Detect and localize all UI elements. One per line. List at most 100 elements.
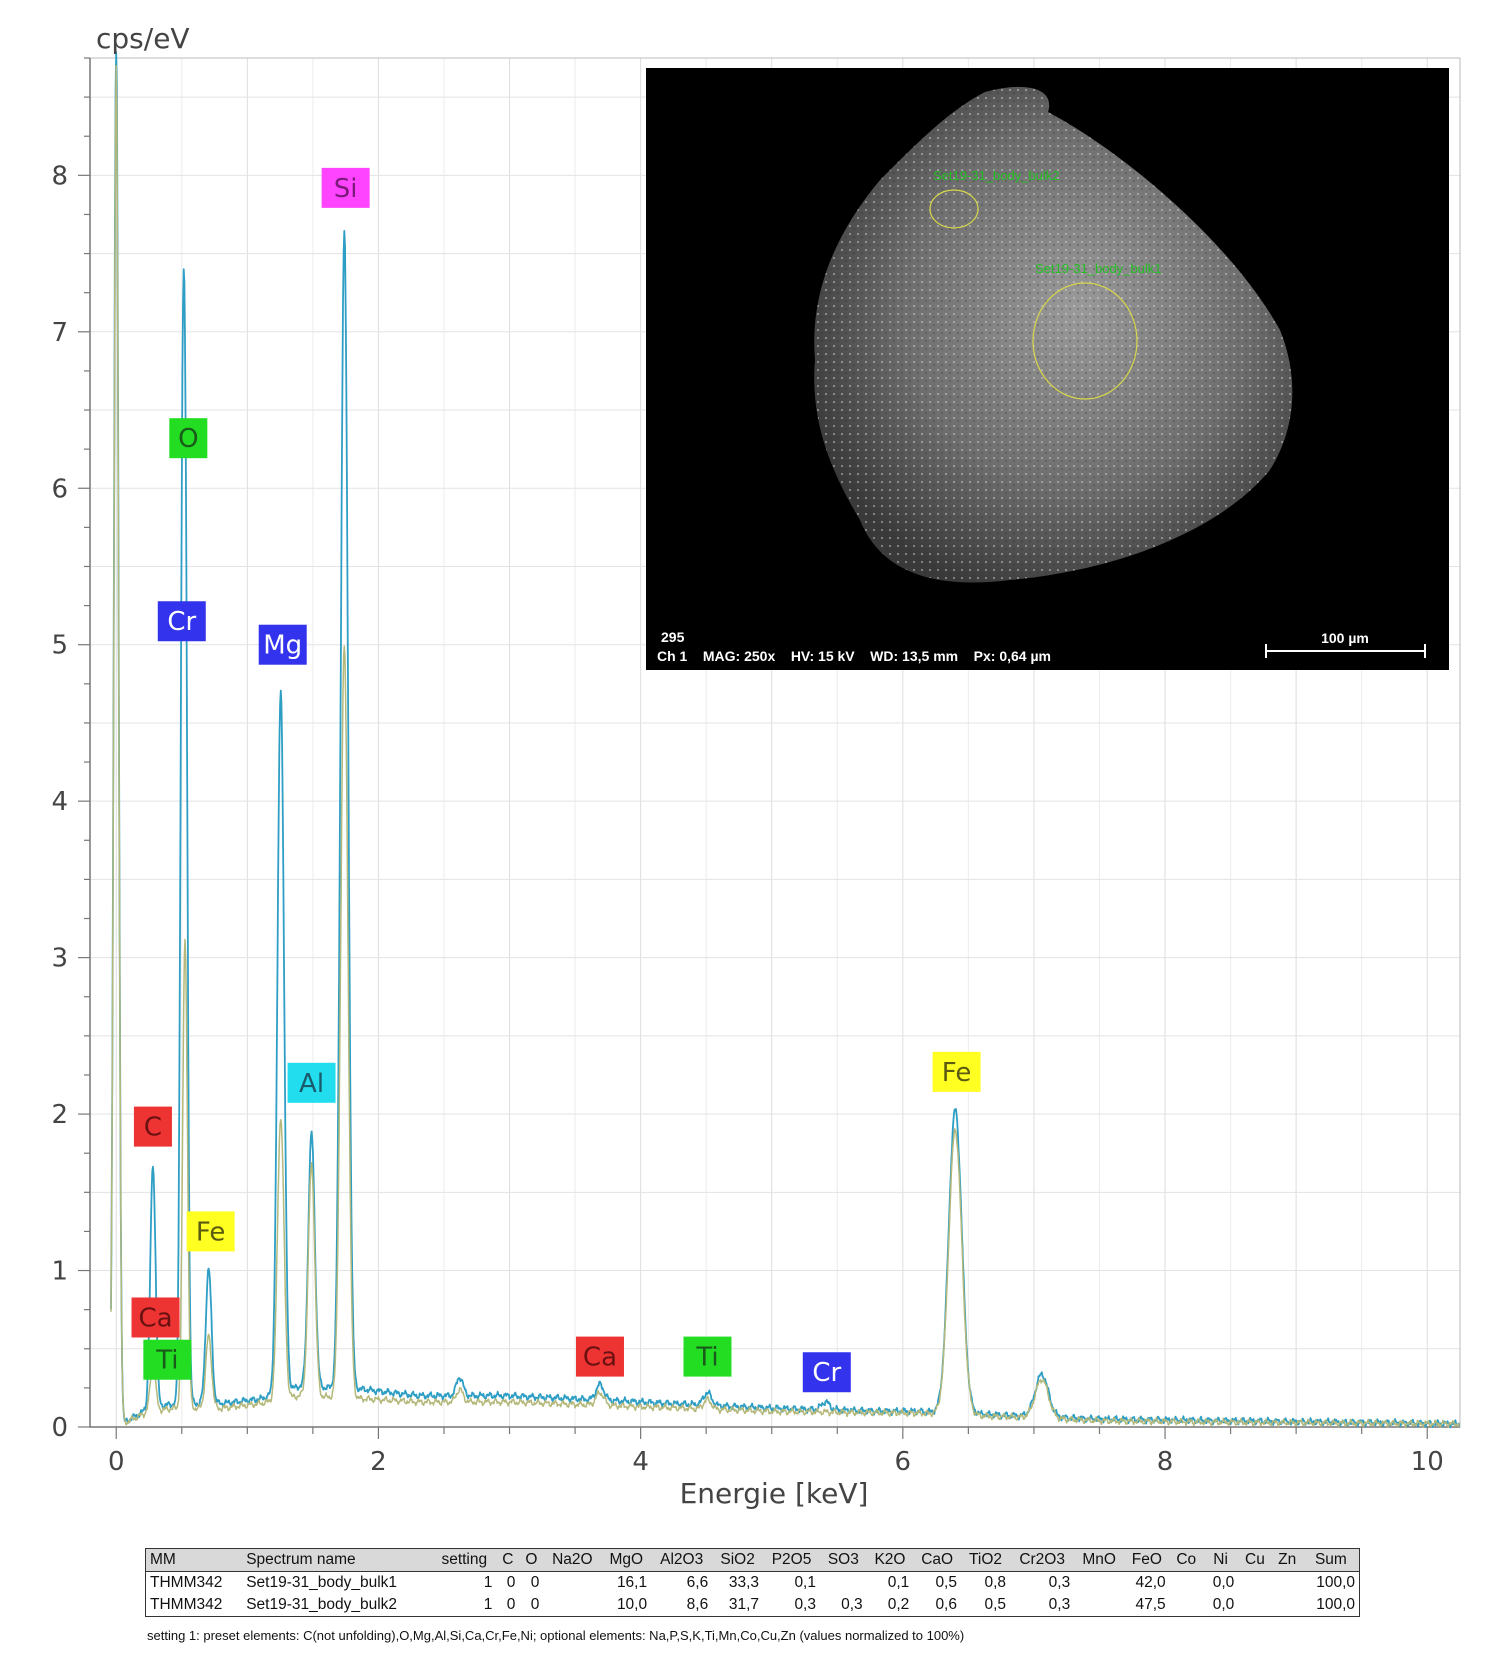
table-cell: THMM342: [150, 1596, 223, 1613]
element-label-box: [258, 624, 307, 665]
element-labels: Si O Cr Mg Al C Fe Ca Ti Ca Ti Cr Fe: [131, 167, 981, 1393]
element-label: Si: [321, 167, 370, 208]
spectrum-series-2: [110, 65, 1460, 1429]
table-cell: 0,3: [794, 1596, 816, 1613]
x-tick-label: 6: [895, 1447, 912, 1477]
table-header-cell: O: [519, 1548, 544, 1572]
table-header-cell: Cu: [1238, 1548, 1272, 1572]
table-cell: 0,3: [841, 1596, 863, 1613]
element-label-box: [683, 1336, 732, 1377]
x-tick-label: 4: [632, 1447, 649, 1477]
element-label-box: [131, 1297, 180, 1338]
table-header-cell: Ni: [1202, 1548, 1239, 1572]
table-header-row: MM Spectrum name setting C O Na2O MgO Al2O3 SiO2…: [145, 1548, 1360, 1572]
element-label-text: Ti: [155, 1346, 178, 1376]
y-tick-label: 3: [51, 944, 68, 974]
element-label-box: [575, 1336, 624, 1377]
table-cell: [820, 1572, 867, 1595]
table-cell: 33,3: [728, 1574, 760, 1591]
y-tick-label: 5: [51, 631, 68, 661]
element-label-text: Ti: [695, 1343, 718, 1373]
table-header-cell: TiO2: [961, 1548, 1011, 1572]
table-cell: 16,1: [616, 1574, 648, 1591]
table-cell: 1: [483, 1596, 493, 1613]
element-label-box: [169, 418, 208, 459]
table-header-cell: Sum: [1302, 1548, 1360, 1572]
sem-image-metadata: Ch 1 MAG: 250x HV: 15 kV WD: 13,5 mm Px:…: [657, 648, 1051, 664]
table-cell: 42,0: [1135, 1574, 1166, 1591]
element-label-box: [133, 1106, 172, 1147]
y-tick-label: 4: [51, 787, 68, 817]
element-label: Fe: [932, 1051, 981, 1092]
table-cell: 8,6: [686, 1596, 709, 1613]
table-cell: [1238, 1594, 1271, 1617]
element-label-box: [802, 1352, 851, 1393]
y-tick-label: 7: [51, 318, 68, 348]
table-cell: [1074, 1572, 1124, 1595]
table-cell: 0,8: [984, 1574, 1007, 1591]
x-tick-label: 8: [1157, 1447, 1174, 1477]
element-label-box: [157, 601, 206, 642]
table-cell: [1170, 1594, 1203, 1617]
element-label-text: Fe: [196, 1217, 226, 1247]
table-cell: 0,0: [1212, 1574, 1235, 1591]
table-header-cell: MgO: [601, 1548, 652, 1572]
table-header-cell: P2O5: [763, 1548, 820, 1572]
table-cell: 0: [506, 1574, 516, 1591]
x-tick-label: 2: [370, 1447, 387, 1477]
table-cell: THMM342: [150, 1574, 223, 1591]
table-cell: 47,5: [1135, 1596, 1166, 1613]
y-tick-label: 2: [51, 1100, 68, 1130]
table-cell: Set19-31_body_bulk2: [246, 1596, 398, 1613]
element-label: C: [133, 1106, 172, 1147]
element-label: Cr: [802, 1352, 851, 1393]
element-label-text: Mg: [263, 631, 302, 661]
element-label: Ti: [683, 1336, 732, 1377]
table-body: THMM342 Set19-31_body_bulk1 1 0 0 16,1 6,6 33,3…: [146, 1572, 1360, 1617]
y-tick-label: 1: [51, 1257, 68, 1287]
table-cell: 100,0: [1316, 1596, 1355, 1613]
table-header-cell: SiO2: [712, 1548, 764, 1572]
table-cell: 0,2: [887, 1596, 910, 1613]
table-cell: 0: [530, 1596, 540, 1613]
table-header-cell: MnO: [1074, 1548, 1124, 1572]
table-cell: 0,5: [984, 1596, 1007, 1613]
table-cell: 31,7: [728, 1596, 760, 1613]
element-label-text: Fe: [942, 1058, 972, 1088]
roi-ellipse-bulk2: [929, 189, 979, 229]
element-label-text: O: [178, 424, 198, 454]
element-label-text: C: [144, 1113, 162, 1143]
table-cell: 0,3: [1048, 1574, 1071, 1591]
y-axis-title: cps/eV: [96, 22, 190, 55]
y-tick-label: 8: [51, 161, 68, 191]
composition-table: MM Spectrum name setting C O Na2O MgO Al2O3 SiO2…: [145, 1548, 1360, 1617]
sem-image-number: 295: [661, 629, 685, 645]
table-cell: 0,1: [794, 1574, 816, 1591]
table-header-cell: Spectrum name: [242, 1548, 433, 1572]
table-cell: 0: [530, 1574, 540, 1591]
table-cell: 10,0: [616, 1596, 648, 1613]
table-header-cell: Al2O3: [651, 1548, 713, 1572]
axes: 0 2 4 6 8 10 0 1 2 3 4 5 6 7 8: [51, 57, 1460, 1477]
table-cell: [543, 1572, 601, 1595]
eds-spectrum-chart: 0 2 4 6 8 10 0 1 2 3 4 5 6 7 8 Si O Cr Mg Al C Fe Ca Ti Ca Ti Cr F…: [51, 22, 1461, 1510]
element-label: Mg: [258, 624, 307, 665]
table-header-cell: Cr2O3: [1010, 1548, 1075, 1572]
table-cell: [1272, 1594, 1303, 1617]
table-cell: [1074, 1594, 1124, 1617]
x-tick-label: 0: [108, 1447, 125, 1477]
table-cell: 100,0: [1316, 1574, 1355, 1591]
roi-ellipse-bulk1: [1032, 282, 1138, 400]
spectrum-series-1: [110, 51, 1461, 1429]
element-label-text: Cr: [812, 1358, 841, 1388]
element-label: O: [169, 418, 208, 459]
table-header-cell: FeO: [1123, 1548, 1170, 1572]
composition-table-container: MM Spectrum name setting C O Na2O MgO Al2O3 SiO2…: [145, 1548, 1360, 1617]
x-tick-label: 10: [1411, 1447, 1444, 1477]
table-header-cell: K2O: [866, 1548, 914, 1572]
table-header-cell: Zn: [1271, 1548, 1303, 1572]
element-label: Ca: [131, 1297, 180, 1338]
table-header-cell: Na2O: [543, 1548, 602, 1572]
table-cell: [1272, 1572, 1303, 1595]
element-label-box: [932, 1051, 981, 1092]
